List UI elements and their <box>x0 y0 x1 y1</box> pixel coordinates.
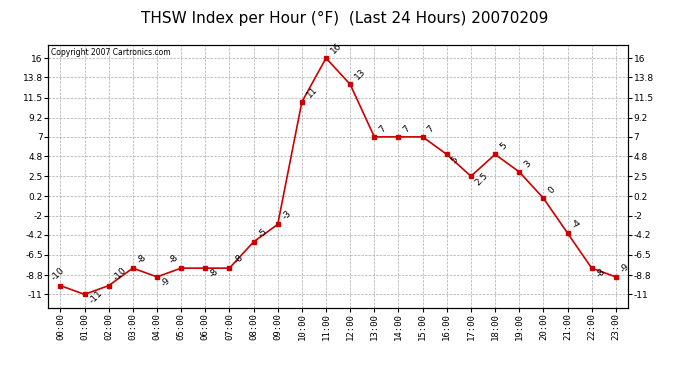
Text: 16: 16 <box>329 41 344 56</box>
Text: 11: 11 <box>305 85 319 99</box>
Text: -3: -3 <box>281 209 293 222</box>
Text: 7: 7 <box>426 124 436 134</box>
Text: -9: -9 <box>160 275 172 288</box>
Text: -4: -4 <box>571 218 583 230</box>
Text: -8: -8 <box>208 267 221 279</box>
Text: -8: -8 <box>233 253 245 266</box>
Text: -9: -9 <box>619 261 631 274</box>
Text: 3: 3 <box>522 159 533 169</box>
Text: -11: -11 <box>88 289 104 306</box>
Text: 2.5: 2.5 <box>474 171 490 188</box>
Text: -5: -5 <box>257 226 269 239</box>
Text: 7: 7 <box>377 124 388 134</box>
Text: 5: 5 <box>450 155 460 165</box>
Text: Copyright 2007 Cartronics.com: Copyright 2007 Cartronics.com <box>51 48 171 57</box>
Text: 5: 5 <box>498 141 509 152</box>
Text: 13: 13 <box>353 67 368 82</box>
Text: 0: 0 <box>546 185 557 195</box>
Text: -8: -8 <box>167 253 180 266</box>
Text: -8: -8 <box>136 253 148 266</box>
Text: -10: -10 <box>112 266 128 283</box>
Text: -10: -10 <box>49 266 66 283</box>
Text: THSW Index per Hour (°F)  (Last 24 Hours) 20070209: THSW Index per Hour (°F) (Last 24 Hours)… <box>141 11 549 26</box>
Text: -8: -8 <box>595 267 607 279</box>
Text: 7: 7 <box>402 124 412 134</box>
